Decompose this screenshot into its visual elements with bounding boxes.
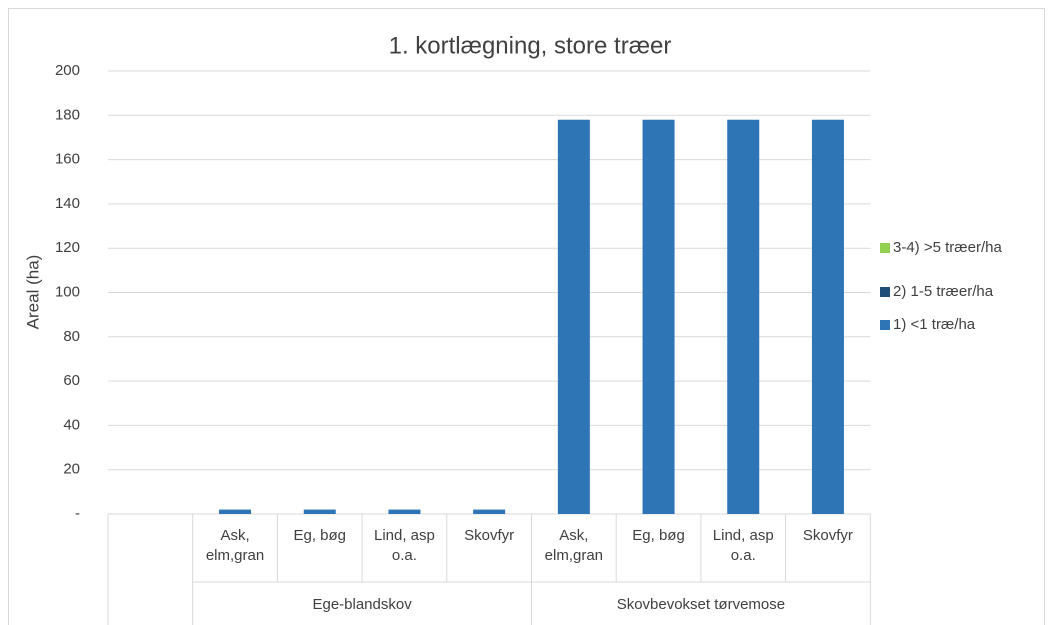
legend-label: 1) <1 træ/ha bbox=[893, 316, 976, 333]
chart-frame bbox=[8, 8, 1045, 625]
bar bbox=[473, 509, 506, 514]
y-tick-label: 180 bbox=[55, 106, 80, 123]
x-tick-label: Ask, elm,gran bbox=[544, 527, 604, 564]
y-tick-label: 140 bbox=[55, 195, 80, 212]
group-label: Ege-blandskov bbox=[312, 596, 412, 613]
y-tick-label: 80 bbox=[63, 328, 80, 345]
y-tick-label: 120 bbox=[55, 239, 80, 256]
y-tick-label: 20 bbox=[63, 461, 80, 478]
y-tick-label: 40 bbox=[63, 416, 80, 433]
y-tick-label: 160 bbox=[55, 151, 80, 168]
bar bbox=[557, 119, 590, 514]
x-tick-label: Ask, elm,gran bbox=[205, 527, 265, 564]
bar bbox=[219, 509, 252, 514]
y-tick-label: 60 bbox=[63, 372, 80, 389]
legend-swatch bbox=[880, 287, 890, 297]
legend-swatch bbox=[880, 320, 890, 330]
x-tick-label: Skovfyr bbox=[464, 527, 515, 544]
bar bbox=[727, 119, 760, 514]
group-label: Skovbevokset tørvemose bbox=[617, 596, 785, 613]
y-tick-label: 100 bbox=[55, 283, 80, 300]
legend-label: 2) 1-5 træer/ha bbox=[893, 283, 994, 300]
y-tick-label: 200 bbox=[55, 62, 80, 79]
bar bbox=[303, 509, 336, 514]
x-tick-label: Lind, asp o.a. bbox=[712, 527, 774, 564]
y-axis-label: Areal (ha) bbox=[23, 255, 42, 330]
x-tick-label: Lind, asp o.a. bbox=[373, 527, 435, 564]
bar bbox=[811, 119, 844, 514]
x-tick-label: Eg, bøg bbox=[632, 527, 685, 544]
bar bbox=[642, 119, 675, 514]
bar bbox=[388, 509, 421, 514]
x-tick-label: Skovfyr bbox=[802, 527, 853, 544]
legend-label: 3-4) >5 træer/ha bbox=[893, 239, 1002, 256]
legend-swatch bbox=[880, 243, 890, 253]
y-tick-label: - bbox=[75, 505, 80, 522]
x-tick-label: Eg, bøg bbox=[293, 527, 346, 544]
chart-title: 1. kortlægning, store træer bbox=[389, 32, 672, 59]
